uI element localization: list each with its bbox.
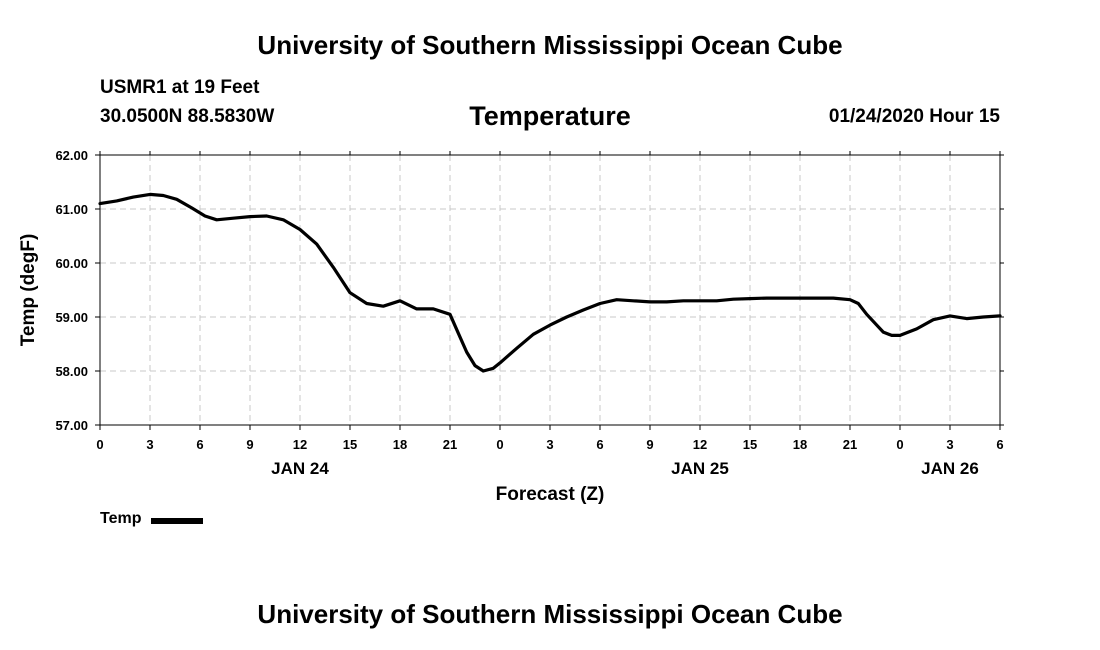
x-tick-label: 12 — [693, 437, 707, 452]
legend: Temp — [100, 510, 204, 528]
y-tick-label: 59.00 — [55, 310, 88, 325]
series-line-temp — [98, 192, 1002, 373]
date-label: JAN 25 — [671, 459, 729, 478]
x-tick-label: 0 — [896, 437, 903, 452]
y-tick-label: 61.00 — [55, 202, 88, 217]
x-tick-label: 3 — [546, 437, 553, 452]
x-tick-label: 18 — [393, 437, 407, 452]
date-label: JAN 26 — [921, 459, 979, 478]
x-tick-label: 21 — [843, 437, 857, 452]
x-tick-label: 0 — [496, 437, 503, 452]
x-axis-title: Forecast (Z) — [496, 484, 605, 505]
y-tick-label: 62.00 — [55, 148, 88, 163]
x-tick-label: 18 — [793, 437, 807, 452]
x-tick-label: 3 — [946, 437, 953, 452]
y-tick-label: 57.00 — [55, 418, 88, 433]
chart-footer-title: University of Southern Mississippi Ocean… — [257, 599, 843, 629]
forecast-timestamp: 01/24/2020 Hour 15 — [828, 106, 1000, 127]
x-tick-label: 12 — [293, 437, 307, 452]
station-coordinates: 30.0500N 88.5830W — [100, 106, 275, 127]
chart-header-title: University of Southern Mississippi Ocean… — [257, 30, 843, 60]
date-label: JAN 24 — [271, 459, 329, 478]
x-tick-label: 15 — [743, 437, 757, 452]
y-tick-label: 60.00 — [55, 256, 88, 271]
x-tick-label: 6 — [196, 437, 203, 452]
y-axis-title: Temp (degF) — [18, 234, 39, 347]
x-tick-label: 3 — [146, 437, 153, 452]
x-tick-label: 6 — [996, 437, 1003, 452]
x-tick-label: 9 — [246, 437, 253, 452]
x-tick-label: 21 — [443, 437, 457, 452]
legend-label: Temp — [100, 510, 142, 527]
legend-swatch — [151, 518, 204, 524]
x-tick-label: 0 — [96, 437, 103, 452]
x-tick-label: 15 — [343, 437, 357, 452]
x-tick-label: 6 — [596, 437, 603, 452]
y-tick-label: 58.00 — [55, 364, 88, 379]
variable-title: Temperature — [469, 101, 631, 131]
x-tick-label: 9 — [646, 437, 653, 452]
station-label: USMR1 at 19 Feet — [100, 77, 260, 98]
